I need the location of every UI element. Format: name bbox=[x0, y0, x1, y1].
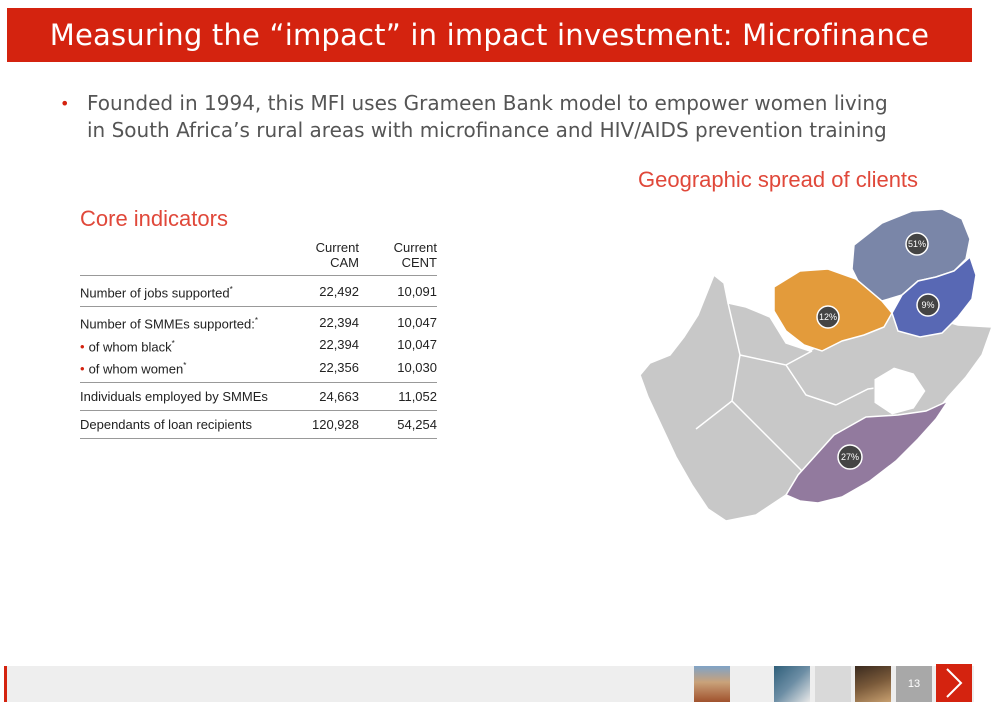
table-row: Individuals employed by SMMEs 24,663 11,… bbox=[80, 382, 437, 412]
row-label: Number of jobs supported* bbox=[80, 275, 281, 308]
cam-value: 22,492 bbox=[281, 275, 359, 308]
header-cam: Current CAM bbox=[281, 240, 359, 276]
cam-value: 24,663 bbox=[281, 382, 359, 412]
title-bar: Measuring the “impact” in impact investm… bbox=[7, 8, 972, 62]
row-label: • of whom women* bbox=[80, 355, 281, 384]
sub-bullet-icon: • bbox=[80, 338, 85, 354]
badge-free-state: 12% bbox=[816, 305, 840, 329]
next-slide-button[interactable] bbox=[936, 664, 972, 702]
badge-mpumalanga: 9% bbox=[916, 293, 940, 317]
thumbnail-cyclist-photo bbox=[694, 666, 730, 702]
table-row: • of whom women* 22,356 10,030 bbox=[80, 355, 437, 384]
bullet-point: • Founded in 1994, this MFI uses Grameen… bbox=[60, 90, 900, 144]
svg-text:27%: 27% bbox=[841, 452, 859, 462]
cam-value: 120,928 bbox=[281, 410, 359, 440]
cam-value: 22,394 bbox=[319, 314, 359, 330]
cent-value: 54,254 bbox=[359, 410, 437, 440]
south-africa-map: 51% 9% 12% 27% bbox=[639, 208, 994, 522]
badge-north: 51% bbox=[905, 232, 929, 256]
thumbnail-classroom-photo bbox=[774, 666, 810, 702]
row-label: Individuals employed by SMMEs bbox=[80, 382, 281, 412]
cent-value: 10,091 bbox=[359, 275, 437, 308]
page-number: 13 bbox=[896, 666, 932, 702]
map-region-eastern-cape bbox=[784, 399, 951, 504]
row-label: Dependants of loan recipients bbox=[80, 410, 281, 440]
header-cent: Current CENT bbox=[359, 240, 437, 276]
table-row: Dependants of loan recipients 120,928 54… bbox=[80, 410, 437, 440]
cent-value: 10,047 bbox=[397, 314, 437, 330]
core-indicators-table: Current CAM Current CENT Number of jobs su… bbox=[80, 240, 437, 440]
cent-value: 10,047 bbox=[397, 337, 437, 353]
svg-text:51%: 51% bbox=[908, 239, 926, 249]
cent-value: 10,030 bbox=[359, 355, 437, 384]
cam-value: 22,394 bbox=[319, 337, 359, 353]
thumbnail-people-photo bbox=[855, 666, 891, 702]
sub-bullet-icon: • bbox=[80, 361, 85, 377]
footer-accent bbox=[4, 666, 7, 702]
table-row: Number of SMMEs supported:* 22,394 10,04… bbox=[80, 307, 437, 334]
table-row: Number of jobs supported* 22,492 10,091 bbox=[80, 275, 437, 308]
footer-bar bbox=[4, 666, 974, 702]
map-boundary bbox=[695, 302, 899, 476]
bullet-icon: • bbox=[60, 94, 70, 113]
row-label: Number of SMMEs supported:* bbox=[80, 316, 258, 332]
map-lesotho bbox=[873, 366, 927, 416]
cent-value: 11,052 bbox=[359, 382, 437, 412]
header-label bbox=[80, 240, 281, 276]
bullet-text: Founded in 1994, this MFI uses Grameen B… bbox=[87, 91, 888, 142]
table-row: • of whom black* 22,394 10,047 bbox=[80, 334, 437, 356]
badge-eastern-cape: 27% bbox=[837, 444, 863, 470]
row-label: • of whom black* bbox=[80, 338, 175, 354]
slide-title: Measuring the “impact” in impact investm… bbox=[49, 18, 930, 52]
svg-text:12%: 12% bbox=[819, 312, 837, 322]
core-indicators-heading: Core indicators bbox=[80, 206, 228, 231]
svg-text:9%: 9% bbox=[921, 300, 934, 310]
cam-value: 22,356 bbox=[281, 355, 359, 384]
thumbnail-blank bbox=[815, 666, 851, 702]
chevron-right-icon bbox=[946, 668, 963, 698]
geographic-spread-heading: Geographic spread of clients bbox=[638, 167, 919, 192]
